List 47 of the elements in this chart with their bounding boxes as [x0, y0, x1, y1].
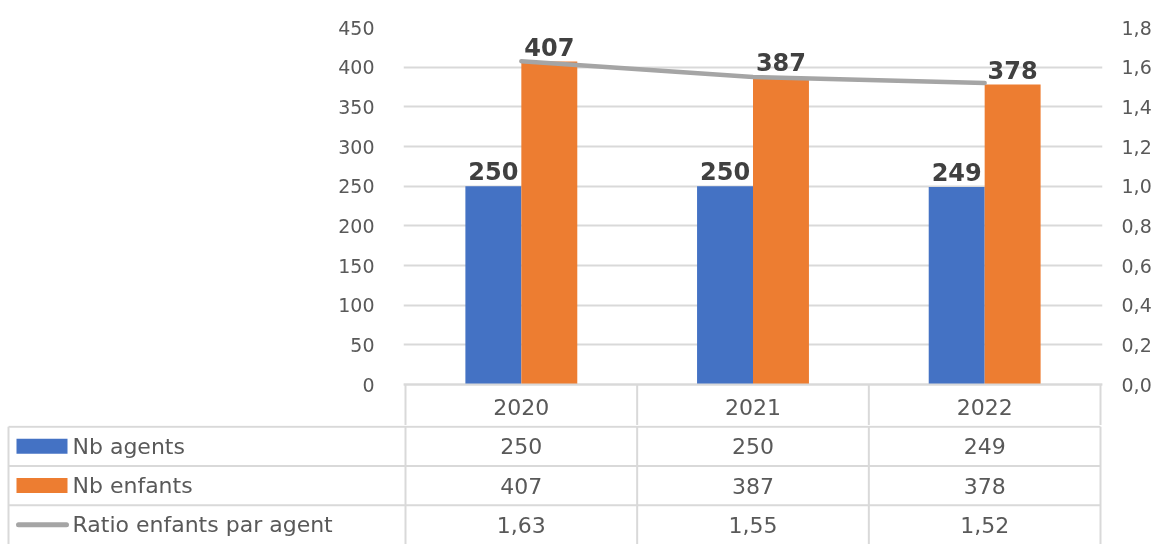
bar	[984, 84, 1041, 385]
data-label: 387	[732, 473, 774, 499]
bar	[928, 186, 985, 385]
y-tick-label: 350	[338, 95, 375, 118]
text: 250	[468, 158, 519, 187]
data-label: 378	[963, 473, 1006, 499]
y2-tick-label: 0,4	[1121, 294, 1152, 317]
data-label: 250	[732, 434, 774, 460]
y-tick-label: 50	[350, 333, 375, 356]
x-tick-label: 2022	[956, 394, 1013, 420]
y2-tick-label: 0,0	[1121, 373, 1152, 396]
legend-label: Ratio enfants par agent	[72, 512, 334, 538]
text: 250	[699, 158, 751, 187]
text: 249	[931, 158, 982, 187]
y-tick-label: 450	[338, 16, 375, 39]
x-tick-label: 2021	[725, 394, 782, 420]
y-tick-label: 300	[338, 135, 375, 158]
y-tick-label: 100	[338, 294, 375, 317]
y2-tick-label: 1,8	[1121, 16, 1152, 39]
y-tick-label: 150	[338, 254, 375, 277]
y2-tick-label: 0,2	[1121, 333, 1152, 356]
data-label: 1,55	[728, 512, 778, 538]
bar	[465, 186, 522, 385]
bar	[753, 77, 809, 385]
text: 407	[524, 33, 575, 62]
legend-label: Nb enfants	[72, 473, 193, 499]
bar	[521, 61, 578, 385]
y-tick-label: 0	[362, 373, 375, 396]
data-label: 250	[500, 434, 543, 460]
y2-tick-label: 0,6	[1121, 254, 1152, 277]
y2-tick-label: 1,4	[1121, 95, 1152, 118]
data-label: 407	[500, 473, 543, 499]
y-tick-label: 400	[338, 56, 375, 79]
y2-tick-label: 0,8	[1121, 214, 1152, 237]
y-tick-label: 200	[338, 214, 375, 237]
x-tick-label: 2020	[493, 394, 550, 420]
text: 387	[755, 49, 807, 78]
data-label: 1,63	[496, 512, 546, 538]
data-label: 249	[963, 434, 1006, 460]
data-label: 1,52	[960, 512, 1010, 538]
y2-tick-label: 1,6	[1121, 56, 1152, 79]
y2-tick-label: 1,2	[1121, 135, 1152, 158]
legend-label: Nb agents	[72, 433, 185, 459]
y-tick-label: 250	[338, 175, 375, 198]
text: 378	[987, 56, 1038, 85]
y2-tick-label: 1,0	[1121, 175, 1152, 198]
bar	[697, 186, 753, 385]
